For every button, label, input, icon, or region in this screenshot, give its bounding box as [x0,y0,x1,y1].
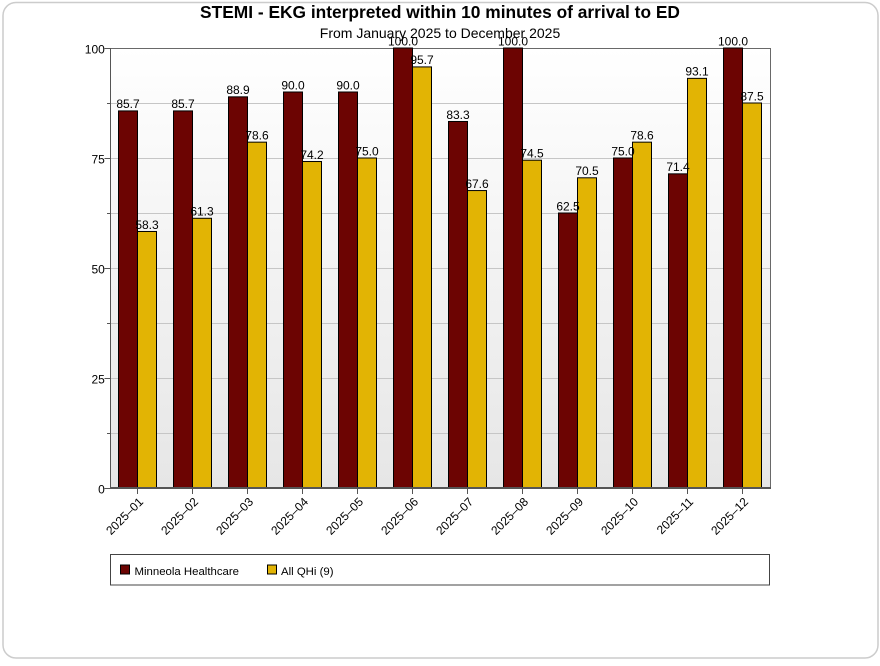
svg-text:87.5: 87.5 [740,89,764,103]
svg-text:74.2: 74.2 [300,148,324,162]
svg-text:85.7: 85.7 [116,97,140,111]
svg-text:61.3: 61.3 [190,205,214,219]
svg-text:90.0: 90.0 [336,78,360,92]
svg-text:75.0: 75.0 [611,144,635,158]
svg-text:78.6: 78.6 [245,129,269,143]
svg-text:0: 0 [98,482,105,496]
svg-text:74.5: 74.5 [520,147,544,161]
svg-text:83.3: 83.3 [446,108,470,122]
svg-text:85.7: 85.7 [171,97,195,111]
svg-text:100.0: 100.0 [718,34,748,48]
svg-text:78.6: 78.6 [630,129,654,143]
svg-text:50: 50 [91,262,105,276]
svg-text:STEMI - EKG interpreted within: STEMI - EKG interpreted within 10 minute… [200,2,680,22]
svg-text:25: 25 [91,372,105,386]
svg-text:All QHi (9): All QHi (9) [281,566,334,578]
svg-text:93.1: 93.1 [685,65,709,79]
svg-text:70.5: 70.5 [575,164,599,178]
svg-text:Minneola Healthcare: Minneola Healthcare [135,566,239,578]
svg-text:67.6: 67.6 [465,177,489,191]
svg-text:100.0: 100.0 [388,34,418,48]
svg-text:From January 2025 to December: From January 2025 to December 2025 [320,25,561,41]
svg-text:62.5: 62.5 [556,199,580,213]
svg-text:100.0: 100.0 [498,34,528,48]
svg-text:75.0: 75.0 [355,144,379,158]
svg-text:100: 100 [85,42,105,56]
svg-text:75: 75 [91,152,105,166]
svg-text:58.3: 58.3 [135,218,159,232]
svg-text:90.0: 90.0 [281,78,305,92]
svg-text:95.7: 95.7 [410,53,434,67]
svg-text:88.9: 88.9 [226,83,250,97]
svg-text:71.4: 71.4 [666,160,690,174]
